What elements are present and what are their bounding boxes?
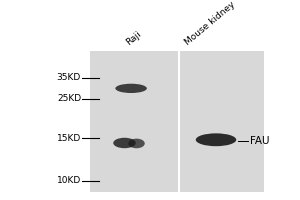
Text: Raji: Raji: [125, 30, 143, 47]
Ellipse shape: [128, 139, 145, 148]
Text: 25KD: 25KD: [57, 94, 81, 103]
Text: FAU: FAU: [250, 136, 269, 146]
FancyBboxPatch shape: [90, 51, 264, 192]
Text: Mouse kidney: Mouse kidney: [183, 0, 237, 47]
Ellipse shape: [113, 138, 136, 148]
Text: 10KD: 10KD: [57, 176, 81, 185]
Text: 35KD: 35KD: [57, 73, 81, 82]
Ellipse shape: [115, 84, 147, 93]
Ellipse shape: [196, 133, 236, 146]
Text: 15KD: 15KD: [57, 134, 81, 143]
